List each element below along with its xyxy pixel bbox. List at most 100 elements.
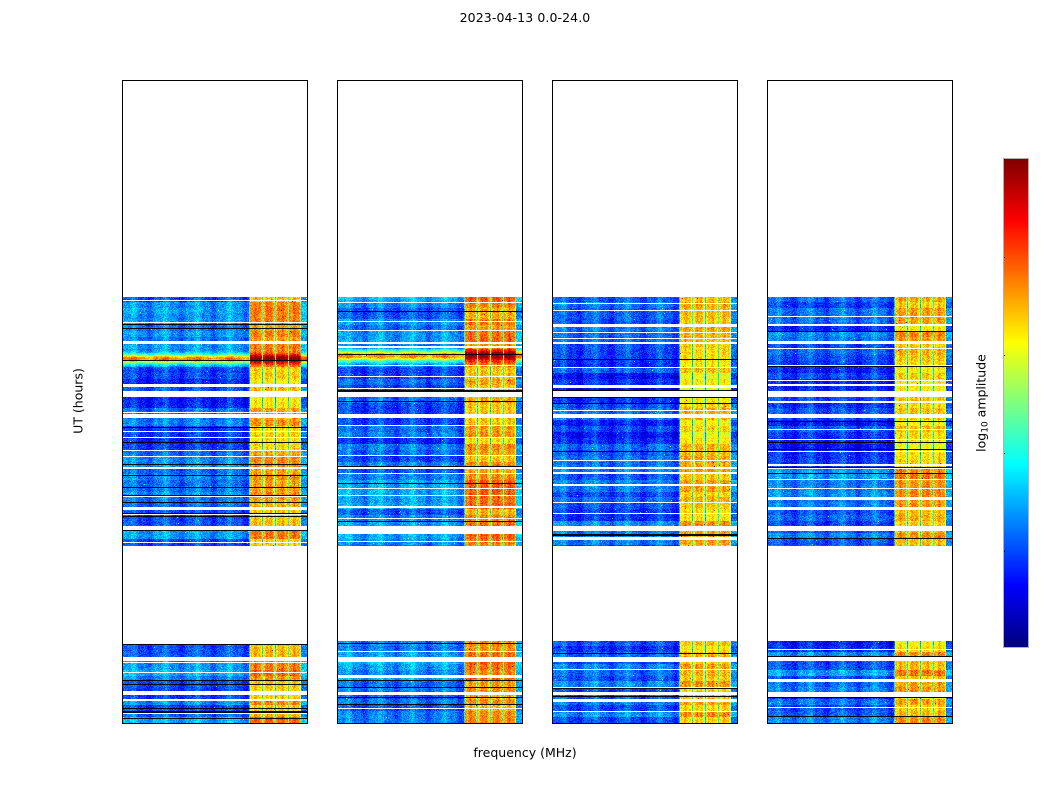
colorbar-tick-mark [1004, 453, 1005, 454]
x-tick-mark-top [946, 80, 947, 81]
y-tick-mark [767, 588, 768, 589]
y-tick-mark [337, 453, 338, 454]
x-tick-mark [516, 723, 517, 724]
y-tick-mark-right [737, 723, 738, 724]
y-tick-mark [122, 723, 123, 724]
x-tick-mark [129, 723, 130, 724]
x-tick-mark [430, 723, 431, 724]
panel-xy[interactable]: XY, V12*V15=EA12*EA28 051015203203353503… [552, 80, 738, 724]
y-tick-mark [337, 184, 338, 185]
x-tick-mark-top [860, 80, 861, 81]
y-tick-mark-right [737, 588, 738, 589]
x-axis-label: frequency (MHz) [473, 745, 577, 760]
y-tick-mark-right [307, 184, 308, 185]
heatmap-xx [123, 81, 307, 723]
x-tick-mark-top [258, 80, 259, 81]
colorbar-label-main: log [973, 432, 989, 452]
heatmap-canvas [123, 81, 307, 723]
y-tick-mark [337, 318, 338, 319]
y-tick-mark-right [307, 453, 308, 454]
x-tick-mark [903, 723, 904, 724]
x-tick-mark [387, 723, 388, 724]
y-tick-mark [122, 318, 123, 319]
heatmap-canvas [553, 81, 737, 723]
x-tick-mark [258, 723, 259, 724]
x-tick-mark-top [172, 80, 173, 81]
x-tick-mark-top [559, 80, 560, 81]
x-tick-mark [215, 723, 216, 724]
y-tick-mark [337, 723, 338, 724]
y-tick-mark-right [307, 723, 308, 724]
x-tick-mark-top [774, 80, 775, 81]
heatmap-canvas [338, 81, 522, 723]
y-tick-mark-right [952, 588, 953, 589]
panel-xx[interactable]: XX, V12*V15=EA12*EA28 051015203203353503… [122, 80, 308, 724]
y-tick-mark-right [737, 184, 738, 185]
y-tick-mark-right [952, 723, 953, 724]
x-tick-mark [817, 723, 818, 724]
y-tick-mark [552, 184, 553, 185]
x-tick-mark-top [516, 80, 517, 81]
colorbar[interactable]: 10-1-2-3-4 [1003, 158, 1029, 648]
x-tick-mark-top [817, 80, 818, 81]
x-tick-mark [602, 723, 603, 724]
y-tick-mark-right [952, 184, 953, 185]
panel-yx[interactable]: YX, V12*V15=EA12*EA28 051015203203353503… [767, 80, 953, 724]
x-tick-mark-top [473, 80, 474, 81]
x-tick-mark-top [731, 80, 732, 81]
y-tick-mark-right [307, 588, 308, 589]
y-tick-mark [767, 453, 768, 454]
x-tick-mark [172, 723, 173, 724]
y-tick-mark [552, 453, 553, 454]
y-tick-mark [552, 318, 553, 319]
panel-yy[interactable]: YY, V12*V15=EA12*EA28 051015203203353503… [337, 80, 523, 724]
x-tick-mark [731, 723, 732, 724]
x-tick-mark-top [688, 80, 689, 81]
x-tick-mark-top [602, 80, 603, 81]
x-tick-mark [946, 723, 947, 724]
y-tick-mark-right [307, 318, 308, 319]
x-tick-mark-top [430, 80, 431, 81]
y-tick-mark-right [522, 453, 523, 454]
x-tick-mark-top [129, 80, 130, 81]
y-tick-mark [337, 588, 338, 589]
y-tick-mark [122, 453, 123, 454]
x-tick-mark-top [215, 80, 216, 81]
y-tick-mark [767, 318, 768, 319]
x-tick-mark [688, 723, 689, 724]
x-tick-mark-top [344, 80, 345, 81]
colorbar-label-subscript: 10 [980, 421, 991, 433]
x-tick-mark [860, 723, 861, 724]
heatmap-canvas [768, 81, 952, 723]
x-tick-mark [344, 723, 345, 724]
colorbar-tick-mark [1004, 159, 1005, 160]
x-tick-mark-top [903, 80, 904, 81]
x-tick-mark-top [301, 80, 302, 81]
x-tick-mark [645, 723, 646, 724]
y-tick-mark-right [737, 318, 738, 319]
x-tick-mark-top [645, 80, 646, 81]
y-tick-mark [767, 723, 768, 724]
heatmap-xy [553, 81, 737, 723]
x-tick-mark [473, 723, 474, 724]
colorbar-tick-mark [1004, 551, 1005, 552]
y-tick-mark-right [522, 318, 523, 319]
y-tick-mark-right [522, 588, 523, 589]
x-tick-mark-top [387, 80, 388, 81]
colorbar-gradient [1004, 159, 1028, 647]
figure-suptitle: 2023-04-13 0.0-24.0 [459, 10, 591, 25]
colorbar-tick-mark [1004, 355, 1005, 356]
y-tick-mark [122, 588, 123, 589]
heatmap-yx [768, 81, 952, 723]
y-tick-mark-right [952, 453, 953, 454]
y-tick-mark-right [522, 723, 523, 724]
x-tick-mark [559, 723, 560, 724]
colorbar-label-tail: amplitude [973, 354, 989, 422]
x-tick-mark [301, 723, 302, 724]
y-axis-label: UT (hours) [70, 368, 86, 434]
colorbar-label: log10 amplitude [973, 354, 991, 452]
x-tick-mark [774, 723, 775, 724]
y-tick-mark-right [737, 453, 738, 454]
y-tick-mark [122, 184, 123, 185]
